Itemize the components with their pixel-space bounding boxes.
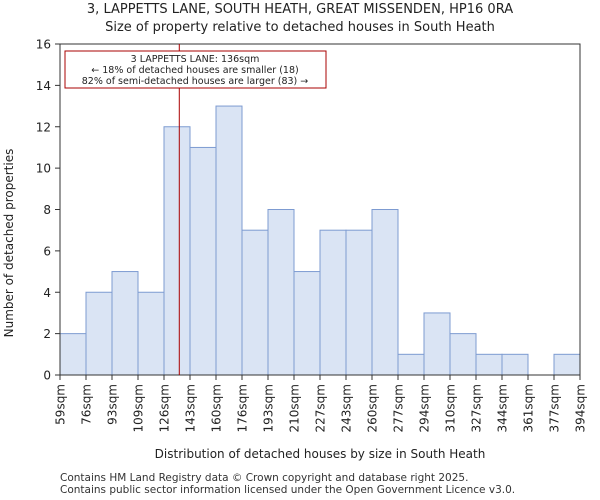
bar-210sqm	[293, 271, 321, 376]
bar-176sqm	[241, 229, 269, 376]
x-tick-label-227sqm: 227sqm	[314, 384, 328, 432]
chart-title: 3, LAPPETTS LANE, SOUTH HEATH, GREAT MIS…	[86, 2, 514, 17]
x-tick-label-327sqm: 327sqm	[470, 384, 484, 432]
bar-310sqm	[449, 333, 477, 376]
x-tick-label-176sqm: 176sqm	[236, 384, 250, 432]
y-tick-label: 0	[43, 369, 51, 383]
y-tick-label: 8	[43, 203, 51, 217]
x-tick-label-277sqm: 277sqm	[392, 384, 406, 432]
annotation-line-3: 82% of semi-detached houses are larger (…	[82, 76, 309, 87]
bar-294sqm	[423, 312, 451, 376]
x-tick-label-377sqm: 377sqm	[548, 384, 562, 432]
bar-109sqm	[137, 291, 165, 376]
y-tick-label: 14	[36, 79, 51, 93]
x-axis-label: Distribution of detached houses by size …	[155, 447, 486, 461]
annotation-line-1: 3 LAPPETTS LANE: 136sqm	[131, 54, 260, 65]
y-axis-label: Number of detached properties	[2, 149, 16, 338]
bar-193sqm	[267, 209, 295, 376]
bar-76sqm	[85, 291, 113, 376]
bar-143sqm	[189, 146, 217, 376]
x-tick-label-59sqm: 59sqm	[54, 384, 68, 425]
x-tick-label-310sqm: 310sqm	[444, 384, 458, 432]
y-tick-label: 12	[36, 120, 51, 134]
y-tick-label: 10	[36, 162, 51, 176]
x-tick-label-210sqm: 210sqm	[288, 384, 302, 432]
bar-126sqm	[163, 126, 191, 376]
y-tick-label: 6	[43, 244, 51, 258]
x-tick-label-294sqm: 294sqm	[418, 384, 432, 432]
bar-277sqm	[397, 353, 425, 376]
x-tick-label-143sqm: 143sqm	[184, 384, 198, 432]
chart-subtitle: Size of property relative to detached ho…	[105, 20, 495, 35]
x-tick-label-361sqm: 361sqm	[522, 384, 536, 432]
bar-59sqm	[59, 333, 87, 376]
annotation-line-2: ← 18% of detached houses are smaller (18…	[91, 65, 298, 76]
x-tick-label-344sqm: 344sqm	[496, 384, 510, 432]
x-tick-label-193sqm: 193sqm	[262, 384, 276, 432]
x-tick-label-93sqm: 93sqm	[106, 384, 120, 425]
x-tick-label-76sqm: 76sqm	[80, 384, 94, 425]
x-tick-label-260sqm: 260sqm	[366, 384, 380, 432]
x-tick-label-394sqm: 394sqm	[574, 384, 588, 432]
bar-377sqm	[553, 353, 581, 376]
footer-line-1: Contains HM Land Registry data © Crown c…	[60, 472, 469, 484]
x-tick-label-126sqm: 126sqm	[158, 384, 172, 432]
bar-93sqm	[111, 271, 139, 376]
bar-327sqm	[475, 353, 503, 376]
annotation-box	[64, 50, 327, 89]
x-tick-label-160sqm: 160sqm	[210, 384, 224, 432]
footer-line-2: Contains public sector information licen…	[60, 484, 516, 496]
x-tick-label-243sqm: 243sqm	[340, 384, 354, 432]
y-tick-label: 16	[36, 38, 51, 52]
bar-344sqm	[501, 353, 529, 376]
x-tick-label-109sqm: 109sqm	[132, 384, 146, 432]
bar-227sqm	[319, 229, 347, 376]
y-tick-label: 2	[43, 327, 51, 341]
bar-260sqm	[371, 209, 399, 376]
bar-243sqm	[345, 229, 373, 376]
y-tick-label: 4	[43, 286, 51, 300]
bar-160sqm	[215, 105, 243, 376]
property-annotation: 3 LAPPETTS LANE: 136sqm ← 18% of detache…	[64, 50, 327, 89]
